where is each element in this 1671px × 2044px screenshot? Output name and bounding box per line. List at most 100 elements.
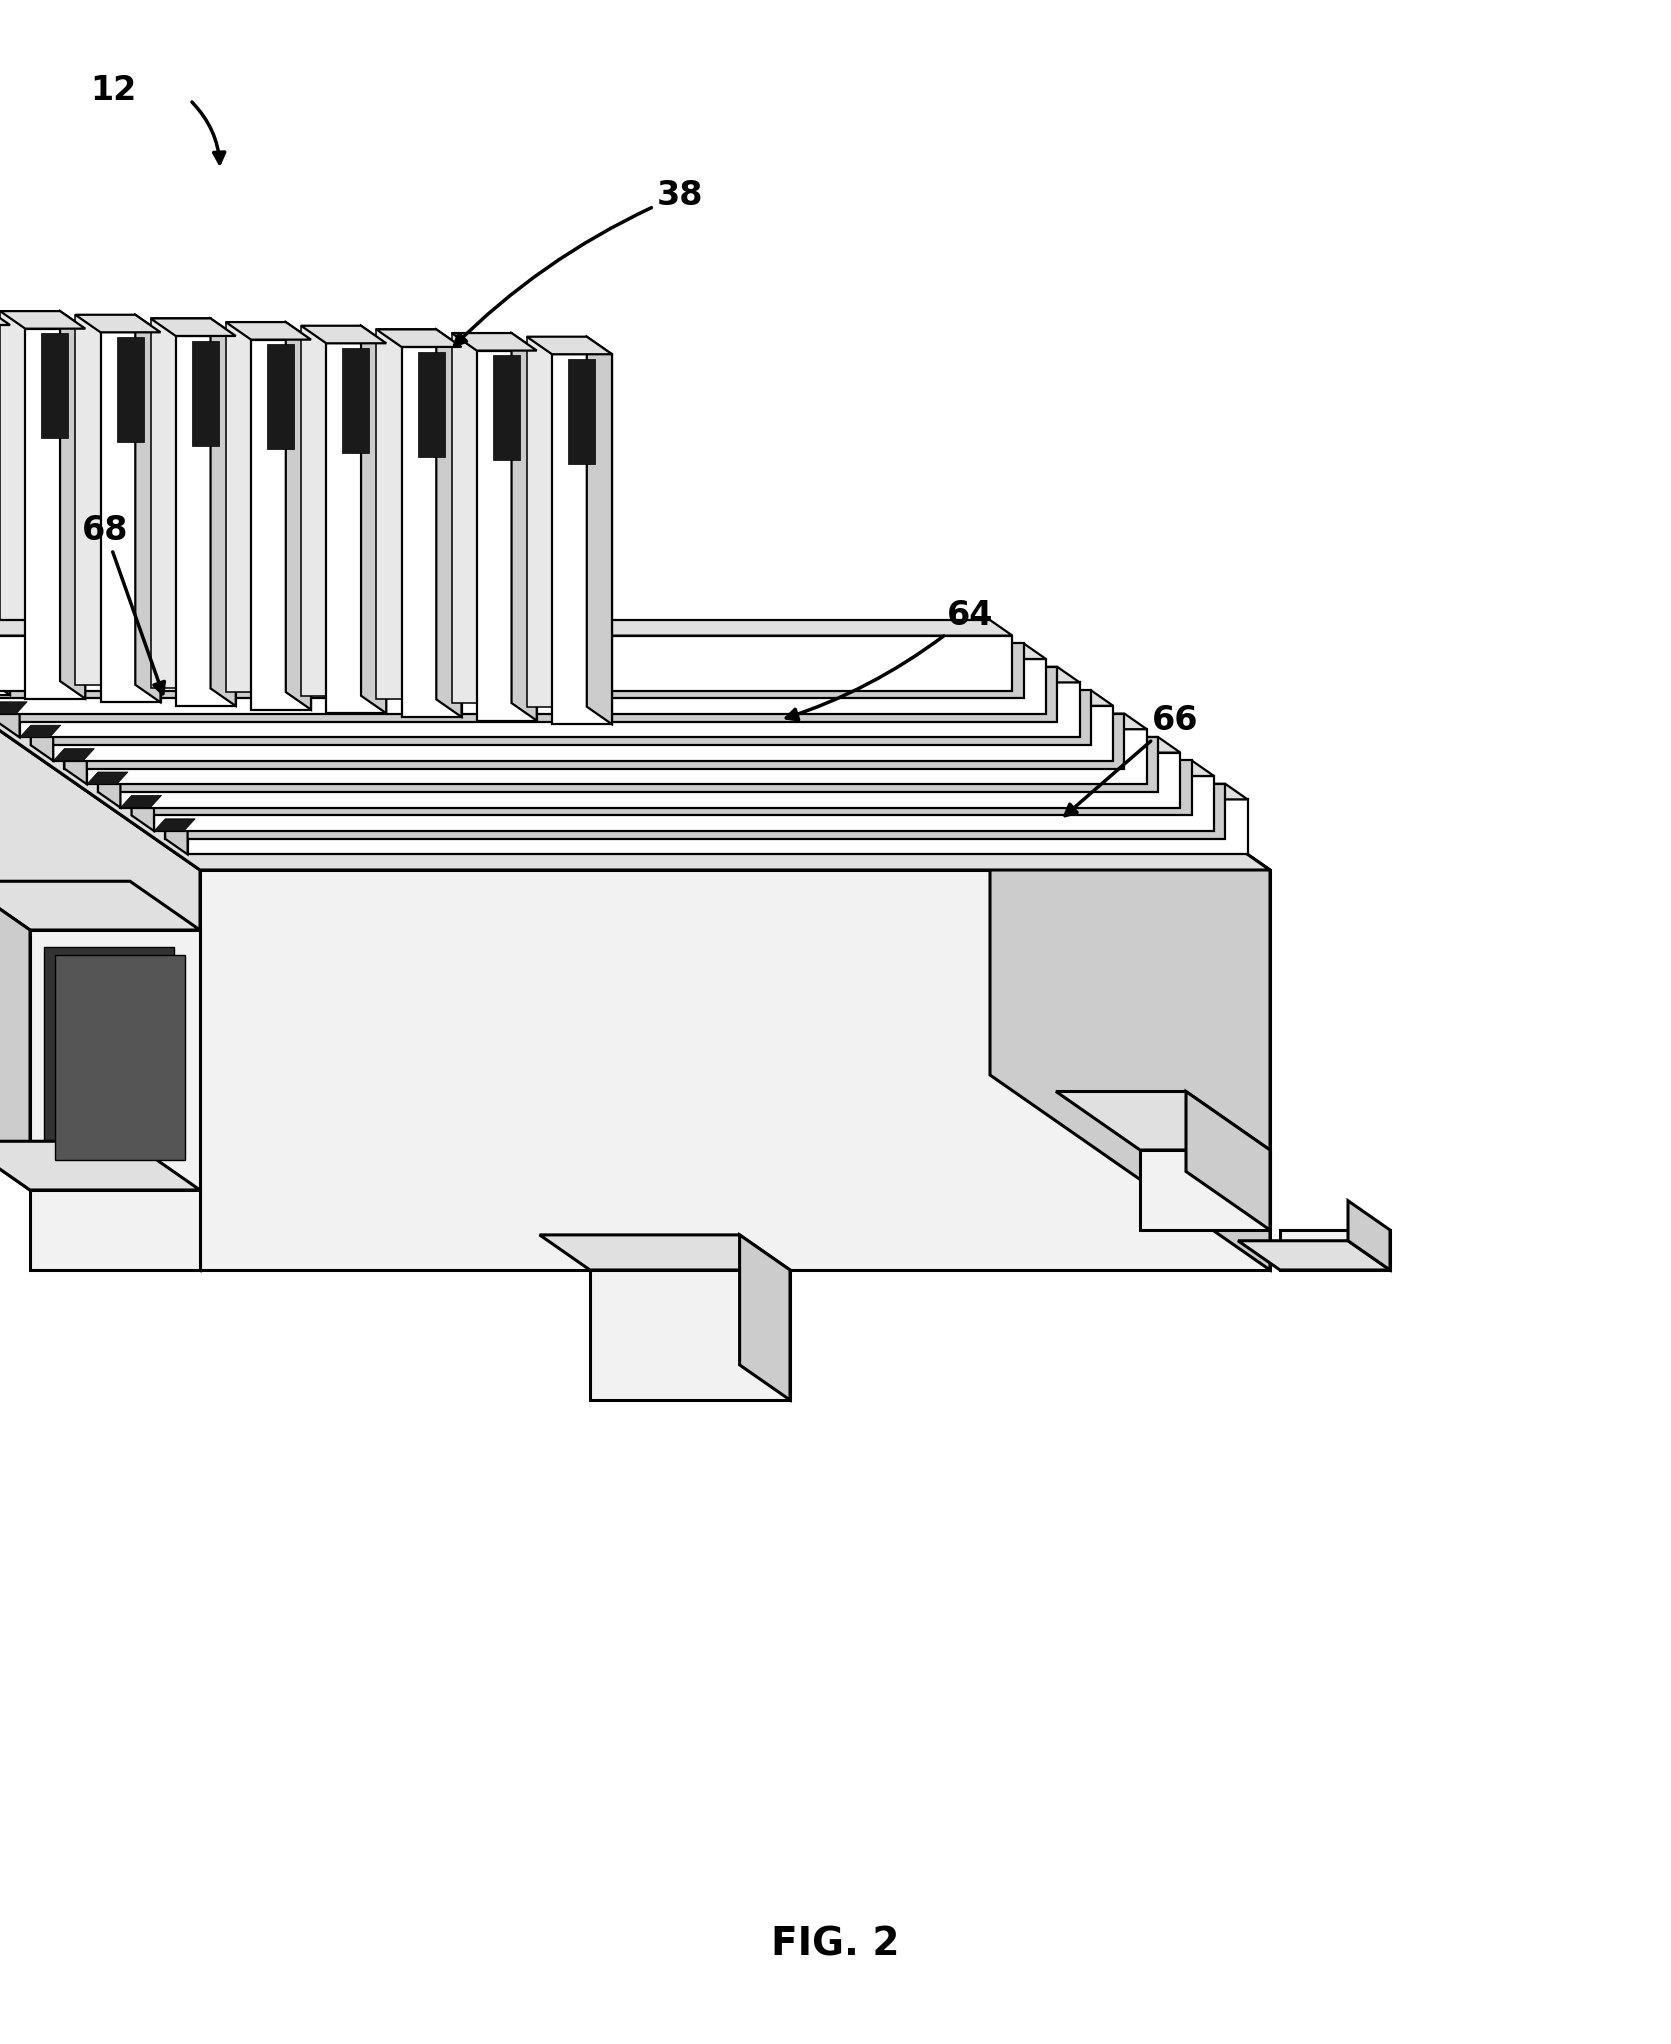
Polygon shape [42,333,69,439]
Polygon shape [0,636,1013,691]
Polygon shape [286,323,311,709]
Polygon shape [1140,1151,1270,1230]
Polygon shape [150,319,236,335]
Polygon shape [0,675,201,1269]
Polygon shape [55,955,185,1161]
Polygon shape [251,339,311,709]
Polygon shape [75,315,135,685]
Polygon shape [451,333,536,352]
Polygon shape [165,783,187,854]
Polygon shape [165,783,1225,838]
Polygon shape [187,799,1248,854]
Polygon shape [53,705,1113,760]
Polygon shape [1280,1230,1390,1269]
Polygon shape [376,329,461,347]
Polygon shape [0,1141,201,1190]
Polygon shape [476,352,536,722]
Polygon shape [226,323,311,339]
Text: 64: 64 [787,599,993,719]
Polygon shape [120,752,1180,807]
Polygon shape [1186,1091,1270,1230]
Polygon shape [192,341,219,446]
Polygon shape [0,675,1270,871]
Polygon shape [0,619,1013,636]
Polygon shape [989,675,1270,1269]
Polygon shape [740,1235,790,1400]
Polygon shape [87,730,1146,785]
Polygon shape [30,691,1091,746]
Polygon shape [401,347,461,717]
Polygon shape [154,777,1215,832]
Polygon shape [326,343,386,713]
Polygon shape [226,323,286,693]
Polygon shape [87,773,129,785]
Text: FIG. 2: FIG. 2 [770,1925,899,1962]
Polygon shape [0,701,27,713]
Polygon shape [150,319,211,689]
Polygon shape [99,738,120,807]
Polygon shape [0,644,1046,658]
Polygon shape [526,337,587,707]
Text: 38: 38 [455,178,703,345]
Polygon shape [0,881,201,930]
Polygon shape [301,325,386,343]
Polygon shape [526,337,612,354]
Polygon shape [132,760,1191,816]
Polygon shape [30,1190,201,1269]
Polygon shape [551,354,612,724]
Polygon shape [0,658,1046,713]
Polygon shape [511,333,536,722]
Polygon shape [20,726,60,738]
Polygon shape [0,585,536,664]
Polygon shape [120,795,162,807]
Polygon shape [53,748,94,760]
Polygon shape [0,325,10,695]
Polygon shape [0,307,10,325]
Polygon shape [25,329,85,699]
Text: 12: 12 [90,74,137,106]
Polygon shape [376,329,436,699]
Polygon shape [0,307,10,695]
Text: 66: 66 [1064,703,1198,816]
Polygon shape [100,333,160,703]
Polygon shape [568,360,595,464]
Polygon shape [436,329,461,717]
Polygon shape [451,333,511,703]
Polygon shape [20,644,620,724]
Polygon shape [1056,1091,1270,1151]
Polygon shape [75,315,160,333]
Polygon shape [0,311,60,681]
Polygon shape [587,337,612,724]
Polygon shape [0,644,1024,699]
Polygon shape [99,738,1158,791]
Polygon shape [60,311,85,699]
Polygon shape [154,820,196,832]
Polygon shape [43,946,174,1153]
Polygon shape [20,683,1079,738]
Polygon shape [0,666,1058,722]
Polygon shape [201,871,1270,1269]
Polygon shape [211,319,236,705]
Polygon shape [301,325,361,695]
Polygon shape [361,325,386,713]
Polygon shape [590,1269,790,1400]
Polygon shape [135,315,160,703]
Polygon shape [0,881,30,1190]
Polygon shape [343,347,369,454]
Polygon shape [493,356,520,460]
Polygon shape [99,738,1180,752]
Polygon shape [65,713,1125,769]
Polygon shape [0,585,620,644]
Polygon shape [30,691,1113,705]
Polygon shape [1238,1241,1390,1269]
Polygon shape [418,352,444,456]
Polygon shape [0,666,1079,683]
Polygon shape [132,760,154,832]
Polygon shape [30,691,53,760]
Polygon shape [165,783,1248,799]
Polygon shape [117,337,144,442]
Polygon shape [0,311,85,329]
Polygon shape [540,1235,790,1269]
Polygon shape [175,335,236,705]
Polygon shape [267,345,294,450]
